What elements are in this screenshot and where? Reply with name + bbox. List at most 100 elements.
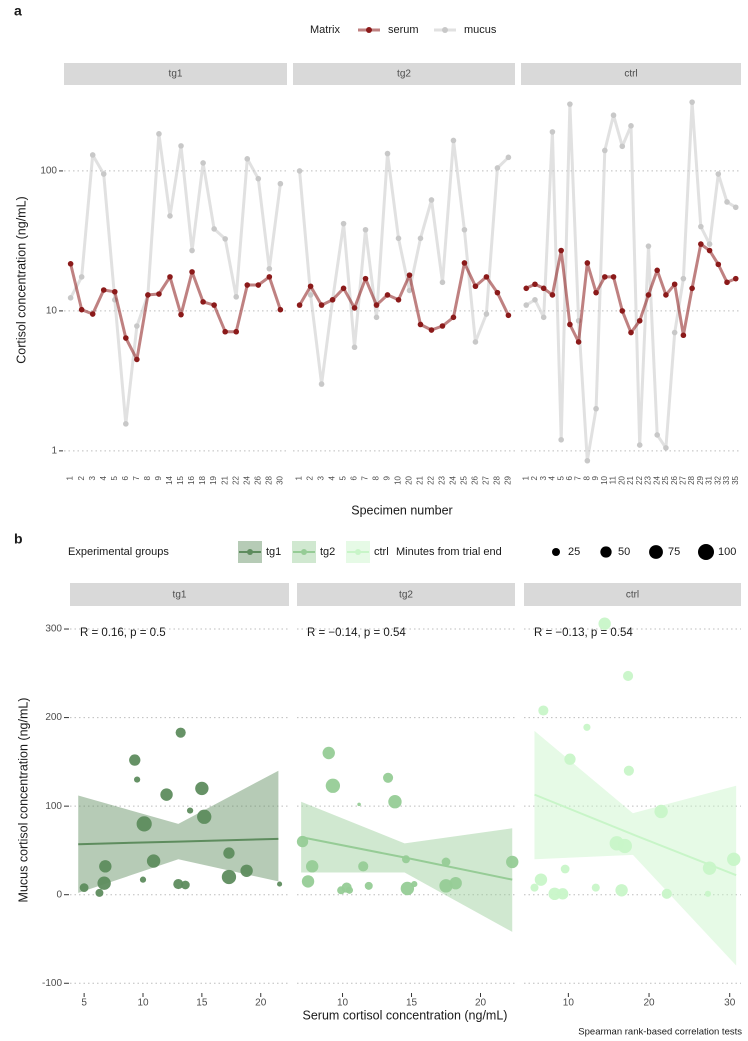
data-point — [266, 265, 273, 272]
legend-point — [355, 549, 361, 555]
data-point — [222, 236, 228, 242]
strip-label: ctrl — [626, 590, 639, 601]
data-point — [715, 171, 722, 177]
x-tick-label: 4 — [548, 475, 557, 480]
x-tick-label: 25 — [661, 475, 670, 484]
data-point — [89, 152, 96, 158]
x-tick-label: 20 — [617, 475, 626, 484]
data-point — [362, 226, 369, 233]
data-point — [494, 289, 501, 296]
x-tick-label: 1 — [295, 475, 304, 480]
data-point — [564, 753, 576, 765]
data-point — [189, 269, 195, 275]
y-tick-label: 200 — [45, 712, 62, 723]
data-point — [506, 855, 519, 869]
data-point — [523, 302, 530, 308]
annotation: R = −0.13, p = 0.54 — [534, 627, 633, 639]
x-tick-label: 10 — [600, 475, 609, 484]
fit-line — [534, 793, 737, 877]
data-point — [584, 260, 591, 266]
x-tick-label: 2 — [530, 475, 539, 480]
series-line — [69, 132, 282, 426]
x-tick-label: 25 — [460, 475, 469, 484]
data-point — [483, 274, 490, 280]
legend-label: ctrl — [374, 546, 389, 558]
x-tick-label: 29 — [504, 475, 513, 484]
x-tick-label: 22 — [427, 475, 436, 484]
data-point — [584, 457, 591, 464]
x-tick-label: 2 — [77, 475, 86, 480]
data-point — [645, 243, 652, 249]
x-tick-label: 20 — [475, 998, 487, 1009]
data-point — [628, 123, 634, 129]
x-tick-label: 5 — [339, 475, 348, 480]
data-point — [406, 272, 413, 278]
data-point — [277, 180, 284, 187]
strip — [70, 583, 289, 606]
data-point — [636, 317, 643, 324]
data-point — [724, 199, 730, 205]
data-point — [575, 339, 582, 345]
x-tick-label: 11 — [609, 475, 618, 484]
data-point — [384, 292, 391, 298]
strip — [293, 63, 515, 85]
data-point — [654, 267, 660, 274]
data-point — [296, 302, 303, 308]
caption: Spearman rank-based correlation tests — [578, 1027, 742, 1038]
data-point — [373, 302, 380, 308]
data-point — [277, 306, 284, 313]
data-point — [623, 765, 634, 776]
data-point — [178, 311, 184, 318]
data-point — [706, 241, 713, 247]
x-tick-label: 5 — [81, 998, 87, 1009]
data-point — [549, 129, 556, 135]
x-axis-title: Serum cortisol concentration (ng/mL) — [303, 1008, 508, 1022]
confidence-band — [78, 770, 279, 893]
data-point — [222, 328, 228, 335]
data-point — [680, 332, 687, 339]
data-point — [619, 143, 626, 150]
data-point — [266, 274, 273, 280]
data-point — [383, 772, 394, 783]
data-point — [357, 802, 361, 807]
data-point — [628, 329, 634, 336]
data-point — [160, 788, 173, 801]
data-point — [428, 327, 435, 333]
y-tick-label: 10 — [46, 306, 58, 317]
x-tick-label: 20 — [643, 998, 655, 1009]
x-tick-label: 1 — [66, 475, 75, 480]
data-point — [654, 804, 668, 819]
data-point — [402, 855, 410, 864]
data-point — [167, 213, 173, 219]
x-tick-label: 2 — [306, 475, 315, 480]
x-tick-label: 27 — [482, 475, 491, 484]
x-tick-label: 3 — [539, 475, 548, 480]
data-point — [406, 287, 413, 294]
legend-label: mucus — [464, 24, 497, 36]
series-line — [298, 139, 510, 386]
legend-point — [442, 27, 448, 33]
data-point — [233, 328, 240, 335]
legend-label: tg1 — [266, 546, 281, 558]
data-point — [277, 881, 283, 887]
data-point — [494, 165, 501, 171]
data-point — [505, 154, 512, 161]
data-point — [173, 879, 184, 890]
data-point — [211, 226, 217, 232]
panel-tag: a — [14, 3, 22, 19]
data-point — [483, 311, 490, 317]
x-tick-label: 14 — [165, 475, 174, 484]
x-tick-label: 1 — [521, 475, 530, 480]
data-point — [727, 852, 741, 866]
strip-label: tg2 — [397, 69, 411, 80]
y-tick-label: 1 — [51, 446, 57, 457]
data-point — [195, 781, 209, 796]
data-point — [428, 197, 435, 203]
x-tick-label: 9 — [591, 475, 600, 480]
panel-tag: b — [14, 531, 23, 547]
data-point — [325, 778, 341, 793]
data-point — [197, 809, 212, 824]
data-point — [680, 275, 687, 282]
size-label: 25 — [568, 546, 580, 558]
y-tick-label: 100 — [45, 801, 62, 812]
